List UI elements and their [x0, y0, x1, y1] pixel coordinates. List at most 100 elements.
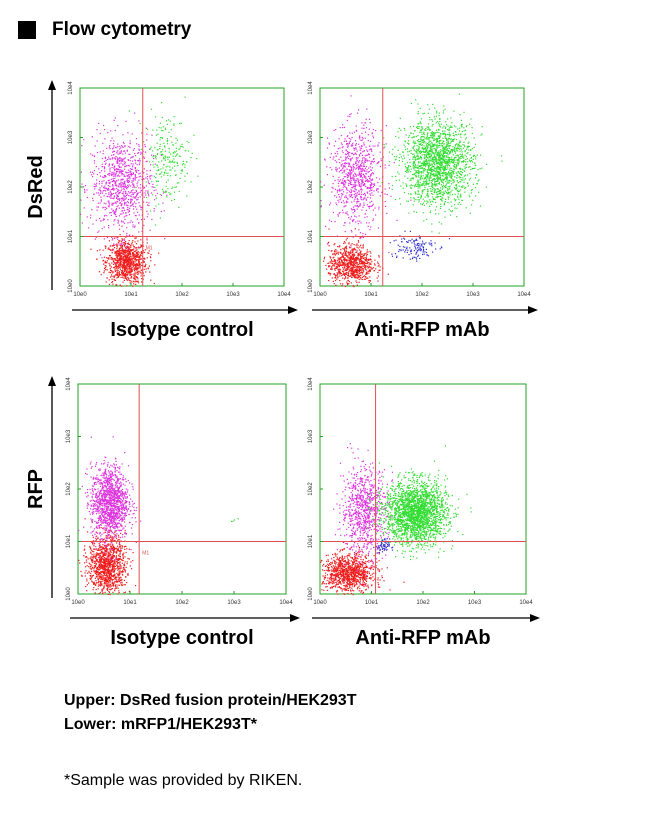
data-point-green [448, 159, 450, 161]
data-point-red [134, 267, 136, 269]
data-point-red [118, 250, 120, 253]
data-point-green [163, 142, 165, 144]
data-point-green [426, 162, 429, 164]
data-point-green [442, 175, 444, 177]
data-point-magenta [358, 172, 361, 174]
data-point-magenta [127, 202, 129, 204]
data-point-magenta [347, 135, 349, 137]
data-point-magenta [98, 122, 100, 124]
data-point-magenta [364, 182, 366, 185]
data-point-magenta [121, 207, 123, 209]
data-point-magenta [348, 190, 351, 192]
section-header: Flow cytometry [18, 18, 191, 42]
data-point-magenta [114, 157, 116, 159]
data-point-green [155, 156, 157, 158]
data-point-red [351, 273, 353, 275]
data-point-green [158, 168, 160, 170]
data-point-red [135, 279, 137, 281]
data-point-magenta [350, 159, 352, 161]
data-point-red [136, 273, 139, 275]
data-point-magenta [358, 174, 360, 176]
data-point-green [465, 133, 467, 135]
data-point-magenta [108, 187, 110, 189]
data-point-green [403, 191, 406, 194]
data-point-green [425, 149, 427, 151]
data-point-magenta [120, 158, 122, 160]
data-point-red [121, 248, 123, 250]
data-point-green [178, 148, 180, 151]
data-point-red [369, 259, 371, 261]
data-point-green [166, 138, 168, 140]
data-point-green [437, 173, 439, 175]
data-point-magenta [365, 154, 367, 156]
data-point-green [416, 126, 418, 128]
data-point-red [365, 252, 367, 255]
data-point-magenta [350, 172, 352, 174]
data-point-red [378, 255, 380, 257]
data-point-magenta [340, 193, 343, 195]
data-point-magenta [126, 172, 128, 174]
data-point-magenta [129, 165, 131, 167]
data-point-green [165, 185, 167, 187]
data-point-green [151, 194, 154, 196]
data-point-magenta [360, 191, 362, 193]
data-point-magenta [137, 160, 139, 162]
data-point-magenta [113, 119, 115, 121]
data-point-green [443, 172, 445, 174]
data-point-magenta [126, 181, 129, 183]
data-point-magenta [371, 205, 373, 207]
data-point-magenta [103, 166, 105, 168]
data-point-magenta [360, 152, 362, 155]
data-point-magenta [364, 155, 366, 157]
data-point-magenta [93, 170, 95, 172]
data-point-magenta [332, 158, 334, 160]
data-point-red [143, 268, 145, 270]
data-point-magenta [332, 183, 334, 185]
data-point-green [449, 167, 451, 169]
data-point-green [156, 154, 158, 156]
data-point-red [354, 272, 356, 274]
data-point-magenta [358, 167, 360, 170]
data-point-magenta [354, 210, 356, 213]
data-point-green [454, 207, 456, 209]
data-point-red [369, 258, 371, 260]
data-point-magenta [115, 237, 117, 239]
data-point-green [433, 198, 435, 200]
data-point-red [123, 266, 125, 268]
data-point-magenta [126, 178, 128, 180]
data-point-red [117, 266, 119, 268]
data-point-red [343, 263, 345, 265]
data-point-red [365, 257, 368, 260]
data-point-magenta [120, 198, 122, 200]
data-point-green [465, 161, 467, 163]
data-point-magenta [140, 151, 142, 153]
data-point-green [444, 185, 447, 187]
data-point-red [363, 264, 365, 266]
data-point-magenta [135, 138, 137, 140]
data-point-magenta [371, 132, 374, 134]
data-point-green [441, 178, 444, 180]
data-point-magenta [356, 200, 358, 203]
data-point-magenta [119, 213, 121, 215]
data-point-green [438, 232, 440, 234]
data-point-red [135, 256, 137, 258]
data-point-green [416, 158, 418, 160]
data-point-green [432, 103, 434, 105]
data-point-green [457, 145, 459, 147]
data-point-red [129, 280, 131, 282]
data-point-green [191, 152, 193, 154]
data-point-magenta [129, 146, 131, 149]
data-point-magenta [352, 174, 354, 176]
data-point-magenta [143, 201, 145, 203]
data-point-green [414, 185, 416, 187]
data-point-red [131, 262, 133, 265]
data-point-magenta [140, 153, 142, 155]
data-point-green [438, 213, 440, 215]
data-point-magenta [130, 200, 132, 202]
data-point-magenta [116, 152, 118, 154]
data-point-green [455, 134, 457, 136]
data-point-red [348, 270, 350, 272]
data-point-magenta [352, 190, 355, 192]
data-point-red [357, 277, 359, 279]
data-point-red [116, 272, 118, 274]
